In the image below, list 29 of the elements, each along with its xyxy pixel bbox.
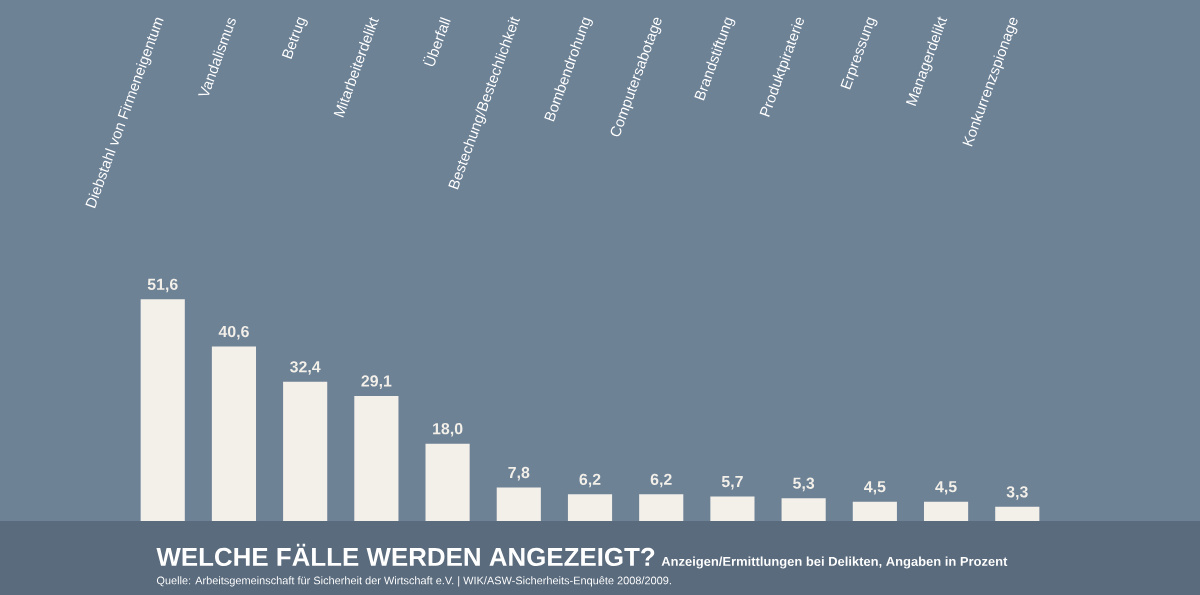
bar: [354, 395, 399, 521]
data-label: 6,2: [579, 473, 601, 488]
data-label: 51,6: [147, 278, 178, 293]
bar: [995, 506, 1040, 521]
bar: [140, 299, 185, 521]
data-label: 40,6: [218, 325, 249, 340]
bar: [283, 381, 328, 521]
bar: [496, 487, 541, 521]
data-label: 32,4: [290, 361, 321, 375]
data-label: 29,1: [361, 375, 392, 389]
data-label: 4,5: [864, 481, 886, 495]
data-label: 18,0: [433, 423, 463, 437]
data-label: 6,2: [650, 473, 672, 488]
bar: [211, 346, 257, 521]
text: Anzeigen/Ermittlungen bei Delikten, Angaben in Prozent: [661, 556, 1008, 569]
text: WELCHE FÄLLE WERDEN ANGEZEIGT?: [156, 543, 655, 567]
bar: [639, 494, 684, 521]
bar: [781, 498, 826, 521]
source-note: Quelle: Arbeitsgemeinschaft für Sicherheit der Wirtschaft e.V. | WIK/ASW-Sicherheits-Enquête 2008/2009.: [156, 576, 671, 587]
data-label: 5,7: [721, 476, 743, 490]
data-label: 5,3: [793, 477, 815, 492]
bar: [852, 501, 897, 521]
data-label: 3,3: [1006, 486, 1028, 500]
bar: [923, 501, 969, 521]
bar: [710, 496, 755, 521]
bar: [425, 443, 470, 521]
data-label: 7,8: [508, 466, 530, 481]
data-label: 4,5: [935, 481, 957, 495]
bar: [567, 494, 613, 521]
